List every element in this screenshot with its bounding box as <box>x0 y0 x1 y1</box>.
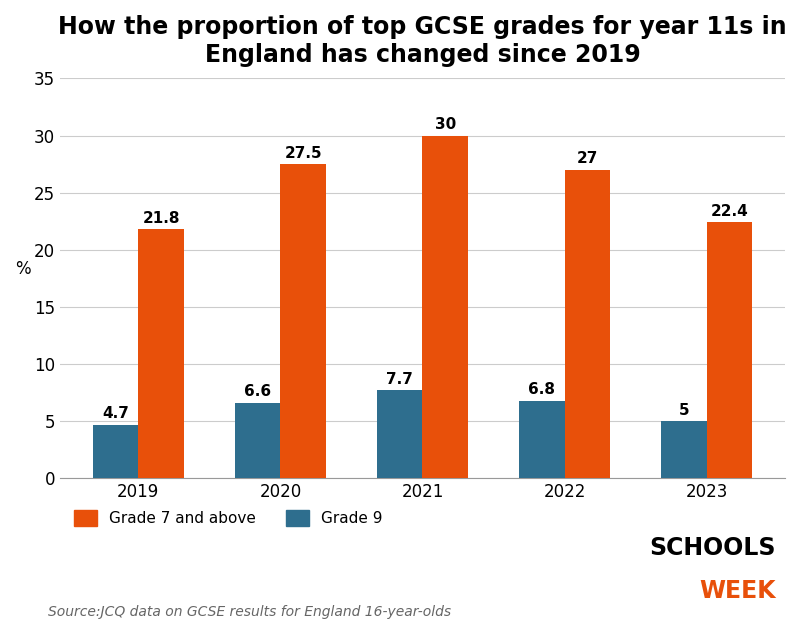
Bar <box>706 223 752 478</box>
Text: 6.6: 6.6 <box>244 384 271 399</box>
Bar <box>93 425 138 478</box>
Text: 7.7: 7.7 <box>386 372 413 387</box>
Bar <box>235 403 280 478</box>
Legend: Grade 7 and above, Grade 9: Grade 7 and above, Grade 9 <box>67 504 389 532</box>
Text: 30: 30 <box>434 117 456 132</box>
Text: WEEK: WEEK <box>699 579 776 603</box>
Text: 5: 5 <box>678 402 689 417</box>
Text: Source:JCQ data on GCSE results for England 16-year-olds: Source:JCQ data on GCSE results for Engl… <box>48 605 451 619</box>
Bar <box>377 390 422 478</box>
Y-axis label: %: % <box>15 261 30 278</box>
Title: How the proportion of top GCSE grades for year 11s in
England has changed since : How the proportion of top GCSE grades fo… <box>58 15 786 67</box>
Text: 21.8: 21.8 <box>142 211 180 226</box>
Text: 27.5: 27.5 <box>284 146 322 160</box>
Bar <box>519 401 565 478</box>
Text: 4.7: 4.7 <box>102 406 129 421</box>
Bar <box>565 170 610 478</box>
Bar <box>422 136 468 478</box>
Bar <box>138 230 184 478</box>
Text: 6.8: 6.8 <box>528 382 555 397</box>
Text: 27: 27 <box>577 151 598 167</box>
Text: 22.4: 22.4 <box>710 204 748 219</box>
Text: SCHOOLS: SCHOOLS <box>650 536 776 560</box>
Bar <box>280 164 326 478</box>
Bar <box>661 421 706 478</box>
